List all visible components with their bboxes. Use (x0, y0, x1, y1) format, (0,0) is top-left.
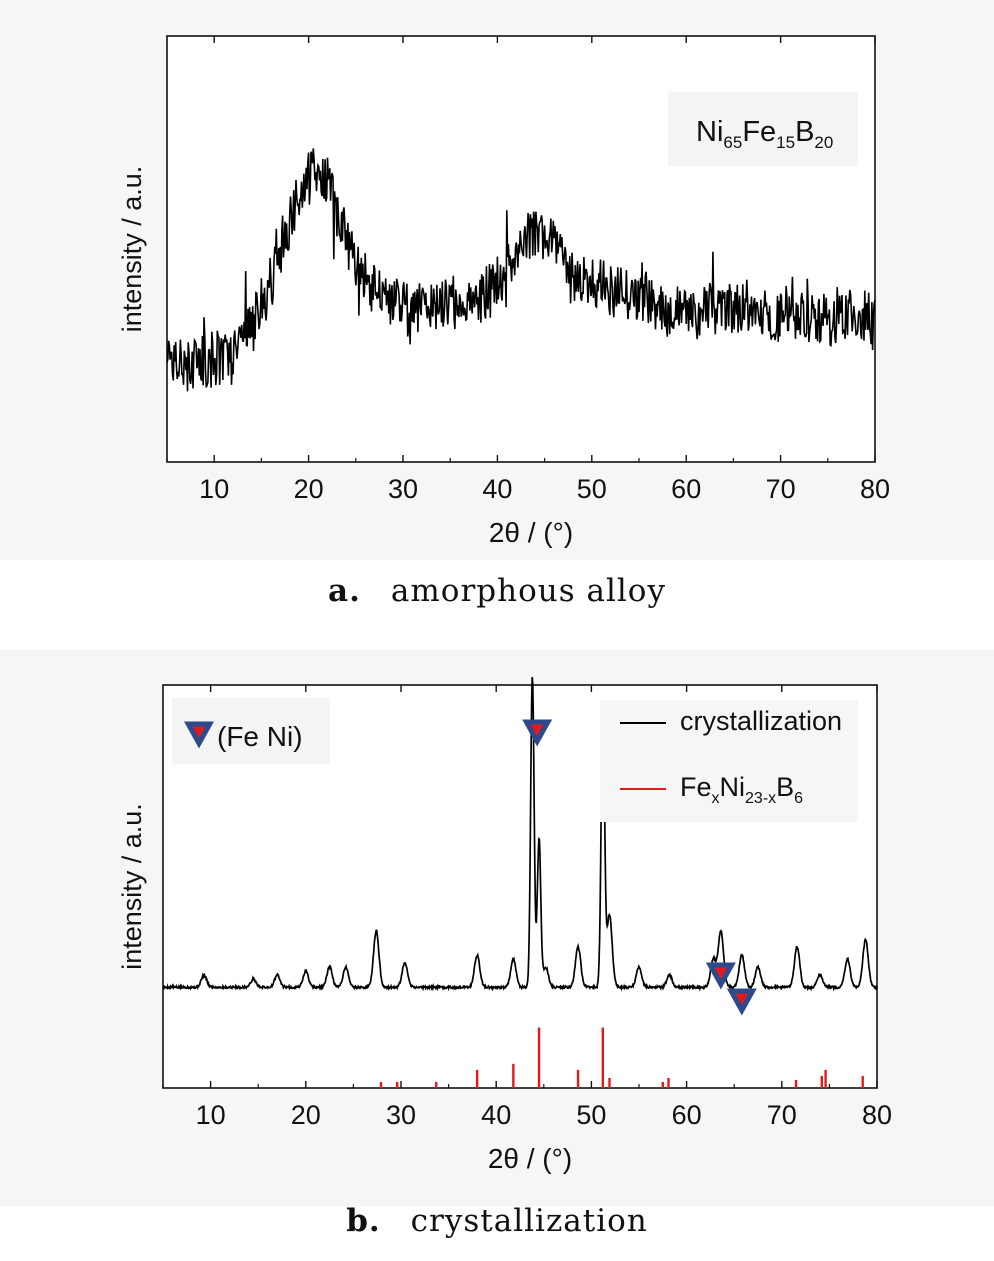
chart-b-phase-marker-inner (735, 993, 749, 1005)
chart-b-x-tick-label: 10 (196, 1100, 226, 1130)
chart-a-formula-subscript: 20 (814, 133, 833, 152)
chart-b-marker-legend: (Fe Ni) (172, 698, 330, 764)
chart-a-series-line (166, 148, 876, 392)
chart-b-x-tick-label: 50 (576, 1100, 606, 1130)
chart-b-x-tick-label: 70 (767, 1100, 797, 1130)
chart-b-phase-marker-inner (530, 724, 544, 736)
chart-a-area: 10 20 30 40 50 60 70 80 2θ / (°) intensity / a.u.… (0, 0, 994, 560)
caption-b-text: crystallization (410, 1203, 648, 1239)
chart-b-legend-label: crystallization (680, 706, 842, 736)
chart-b-x-tick-label: 40 (481, 1100, 511, 1130)
chart-b-formula-element: B (776, 772, 794, 802)
chart-b-x-tick-label: 30 (386, 1100, 416, 1130)
chart-b-marker-legend-icon-inner (192, 726, 206, 738)
chart-a-inset-label-box (668, 92, 858, 166)
caption-a-text: amorphous alloy (390, 573, 666, 609)
chart-a-x-tick-label: 70 (766, 474, 796, 504)
chart-b-formula-subscript: 6 (794, 790, 803, 807)
chart-b-marker-legend-label: (Fe Ni) (217, 721, 303, 752)
caption-b-letter: b. (346, 1203, 381, 1239)
chart-a-formula-element: Ni (696, 116, 723, 148)
chart-a: 10 20 30 40 50 60 70 80 2θ / (°) intensity / a.u.… (117, 35, 890, 548)
chart-b-y-axis-label: intensity / a.u. (117, 803, 147, 970)
chart-a-formula-subscript: 65 (723, 133, 742, 152)
chart-b-x-tick-label: 60 (672, 1100, 702, 1130)
chart-b-legend-label: Fex​Ni23-x​B6​ (680, 772, 803, 807)
chart-b-x-tick-label: 20 (291, 1100, 321, 1130)
chart-b-formula-subscript: x (712, 790, 720, 807)
chart-a-x-tick-label: 20 (294, 474, 324, 504)
chart-a-formula-element: B (795, 116, 814, 148)
chart-a-x-axis-label: 2θ / (°) (489, 517, 573, 548)
chart-b-phase-marker (726, 988, 757, 1016)
chart-a-inset-label-text: Ni65​Fe15​B20​ (696, 116, 833, 152)
chart-b-phase-marker (705, 962, 736, 990)
chart-b-series-crystallization (162, 677, 878, 992)
chart-a-x-tick-label: 80 (860, 474, 890, 504)
chart-a-inset-label: Ni65​Fe15​B20​ (668, 92, 858, 166)
chart-b-phase-marker-inner (714, 967, 728, 979)
chart-b-legend-box (600, 700, 858, 822)
caption-a: a. amorphous alloy (0, 573, 994, 609)
chart-a-x-tick-label: 30 (388, 474, 418, 504)
caption-b: b. crystallization (0, 1203, 994, 1239)
chart-a-x-tick-label: 60 (671, 474, 701, 504)
chart-b-area: 10 20 30 40 50 60 70 80 2θ / (°) intensity / a.u.… (0, 650, 994, 1206)
chart-b-phase-marker (522, 719, 553, 747)
chart-a-formula-subscript: 15 (776, 133, 795, 152)
chart-b-formula-subscript: 23-x (745, 790, 776, 807)
chart-b-x-axis-label: 2θ / (°) (488, 1143, 572, 1174)
panel-a: 10 20 30 40 50 60 70 80 2θ / (°) intensity / a.u.… (0, 0, 994, 625)
chart-a-y-axis-label: intensity / a.u. (117, 166, 147, 333)
chart-a-x-tick-label: 10 (199, 474, 229, 504)
caption-a-letter: a. (328, 573, 361, 609)
chart-a-formula-element: Fe (742, 116, 776, 148)
chart-b-legend: crystallization Fex​Ni23-x​B6​ (600, 700, 858, 822)
chart-a-x-tick-label: 40 (482, 474, 512, 504)
chart-b-formula-element: Fe (680, 772, 712, 802)
chart-a-x-tick-label: 50 (577, 474, 607, 504)
panel-b: 10 20 30 40 50 60 70 80 2θ / (°) intensity / a.u.… (0, 625, 994, 1261)
chart-b: 10 20 30 40 50 60 70 80 2θ / (°) intensity / a.u.… (117, 677, 892, 1174)
chart-b-formula-element: Ni (720, 772, 746, 802)
chart-b-x-tick-label: 80 (862, 1100, 892, 1130)
